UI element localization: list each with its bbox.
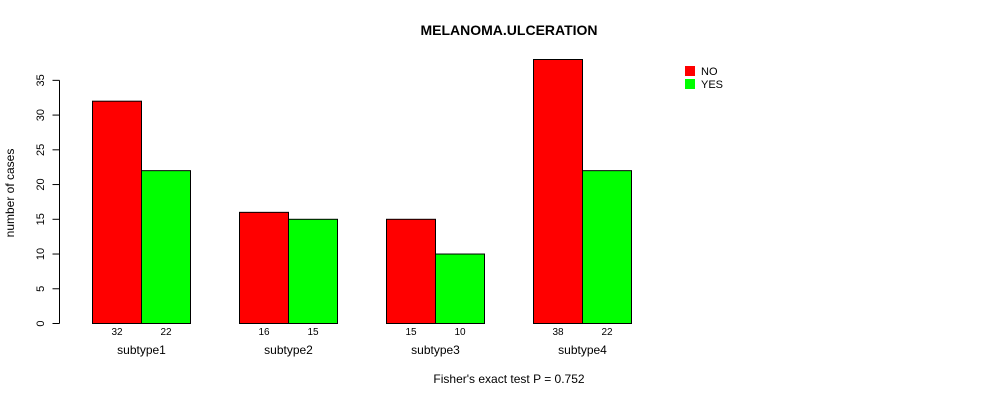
- data-label-subtype2-yes: 15: [307, 327, 319, 338]
- data-label-subtype3-no: 15: [405, 327, 417, 338]
- data-label-subtype1-yes: 22: [160, 327, 172, 338]
- y-tick-label-5: 5: [35, 286, 47, 292]
- bar-subtype3-yes: [435, 253, 485, 325]
- bar-subtype1-yes: [141, 170, 191, 324]
- bar-subtype2-yes: [288, 218, 338, 324]
- y-tick-label-0: 0: [35, 320, 47, 326]
- category-label-subtype3: subtype3: [411, 343, 460, 357]
- bar-subtype4-no: [533, 59, 583, 324]
- y-axis: 0 5 10 15 20 25 30 35: [35, 74, 60, 327]
- y-tick-label-20: 20: [35, 178, 47, 190]
- category-label-subtype1: subtype1: [117, 343, 166, 357]
- data-label-subtype4-yes: 22: [601, 327, 613, 338]
- data-label-subtype3-yes: 10: [454, 327, 466, 338]
- y-tick-label-25: 25: [35, 144, 47, 156]
- legend-swatch-no: [685, 66, 695, 76]
- legend-label-no: NO: [701, 66, 718, 78]
- y-tick-label-30: 30: [35, 109, 47, 121]
- bar-subtype4-yes: [582, 170, 632, 324]
- category-label-subtype2: subtype2: [264, 343, 313, 357]
- bar-subtype1-no: [92, 100, 142, 325]
- y-tick-label-15: 15: [35, 213, 47, 225]
- data-label-subtype2-no: 16: [258, 327, 270, 338]
- legend-swatch-yes: [685, 79, 695, 89]
- fisher-test-subtitle: Fisher's exact test P = 0.752: [433, 372, 584, 386]
- category-label-subtype4: subtype4: [558, 343, 607, 357]
- bar-subtype3-no: [386, 218, 436, 324]
- y-axis-label: number of cases: [3, 149, 17, 238]
- category-labels-group: subtype1 subtype2 subtype3 subtype4: [117, 343, 607, 357]
- data-label-subtype1-no: 32: [111, 327, 123, 338]
- bars-group: [92, 59, 632, 325]
- y-tick-label-35: 35: [35, 74, 47, 86]
- chart-title: MELANOMA.ULCERATION: [420, 22, 597, 38]
- data-label-subtype4-no: 38: [552, 327, 564, 338]
- bar-subtype2-no: [239, 211, 289, 324]
- legend-label-yes: YES: [701, 79, 723, 91]
- data-labels-group: 32 22 16 15 15 10 38 22: [111, 327, 613, 338]
- y-tick-label-10: 10: [35, 248, 47, 260]
